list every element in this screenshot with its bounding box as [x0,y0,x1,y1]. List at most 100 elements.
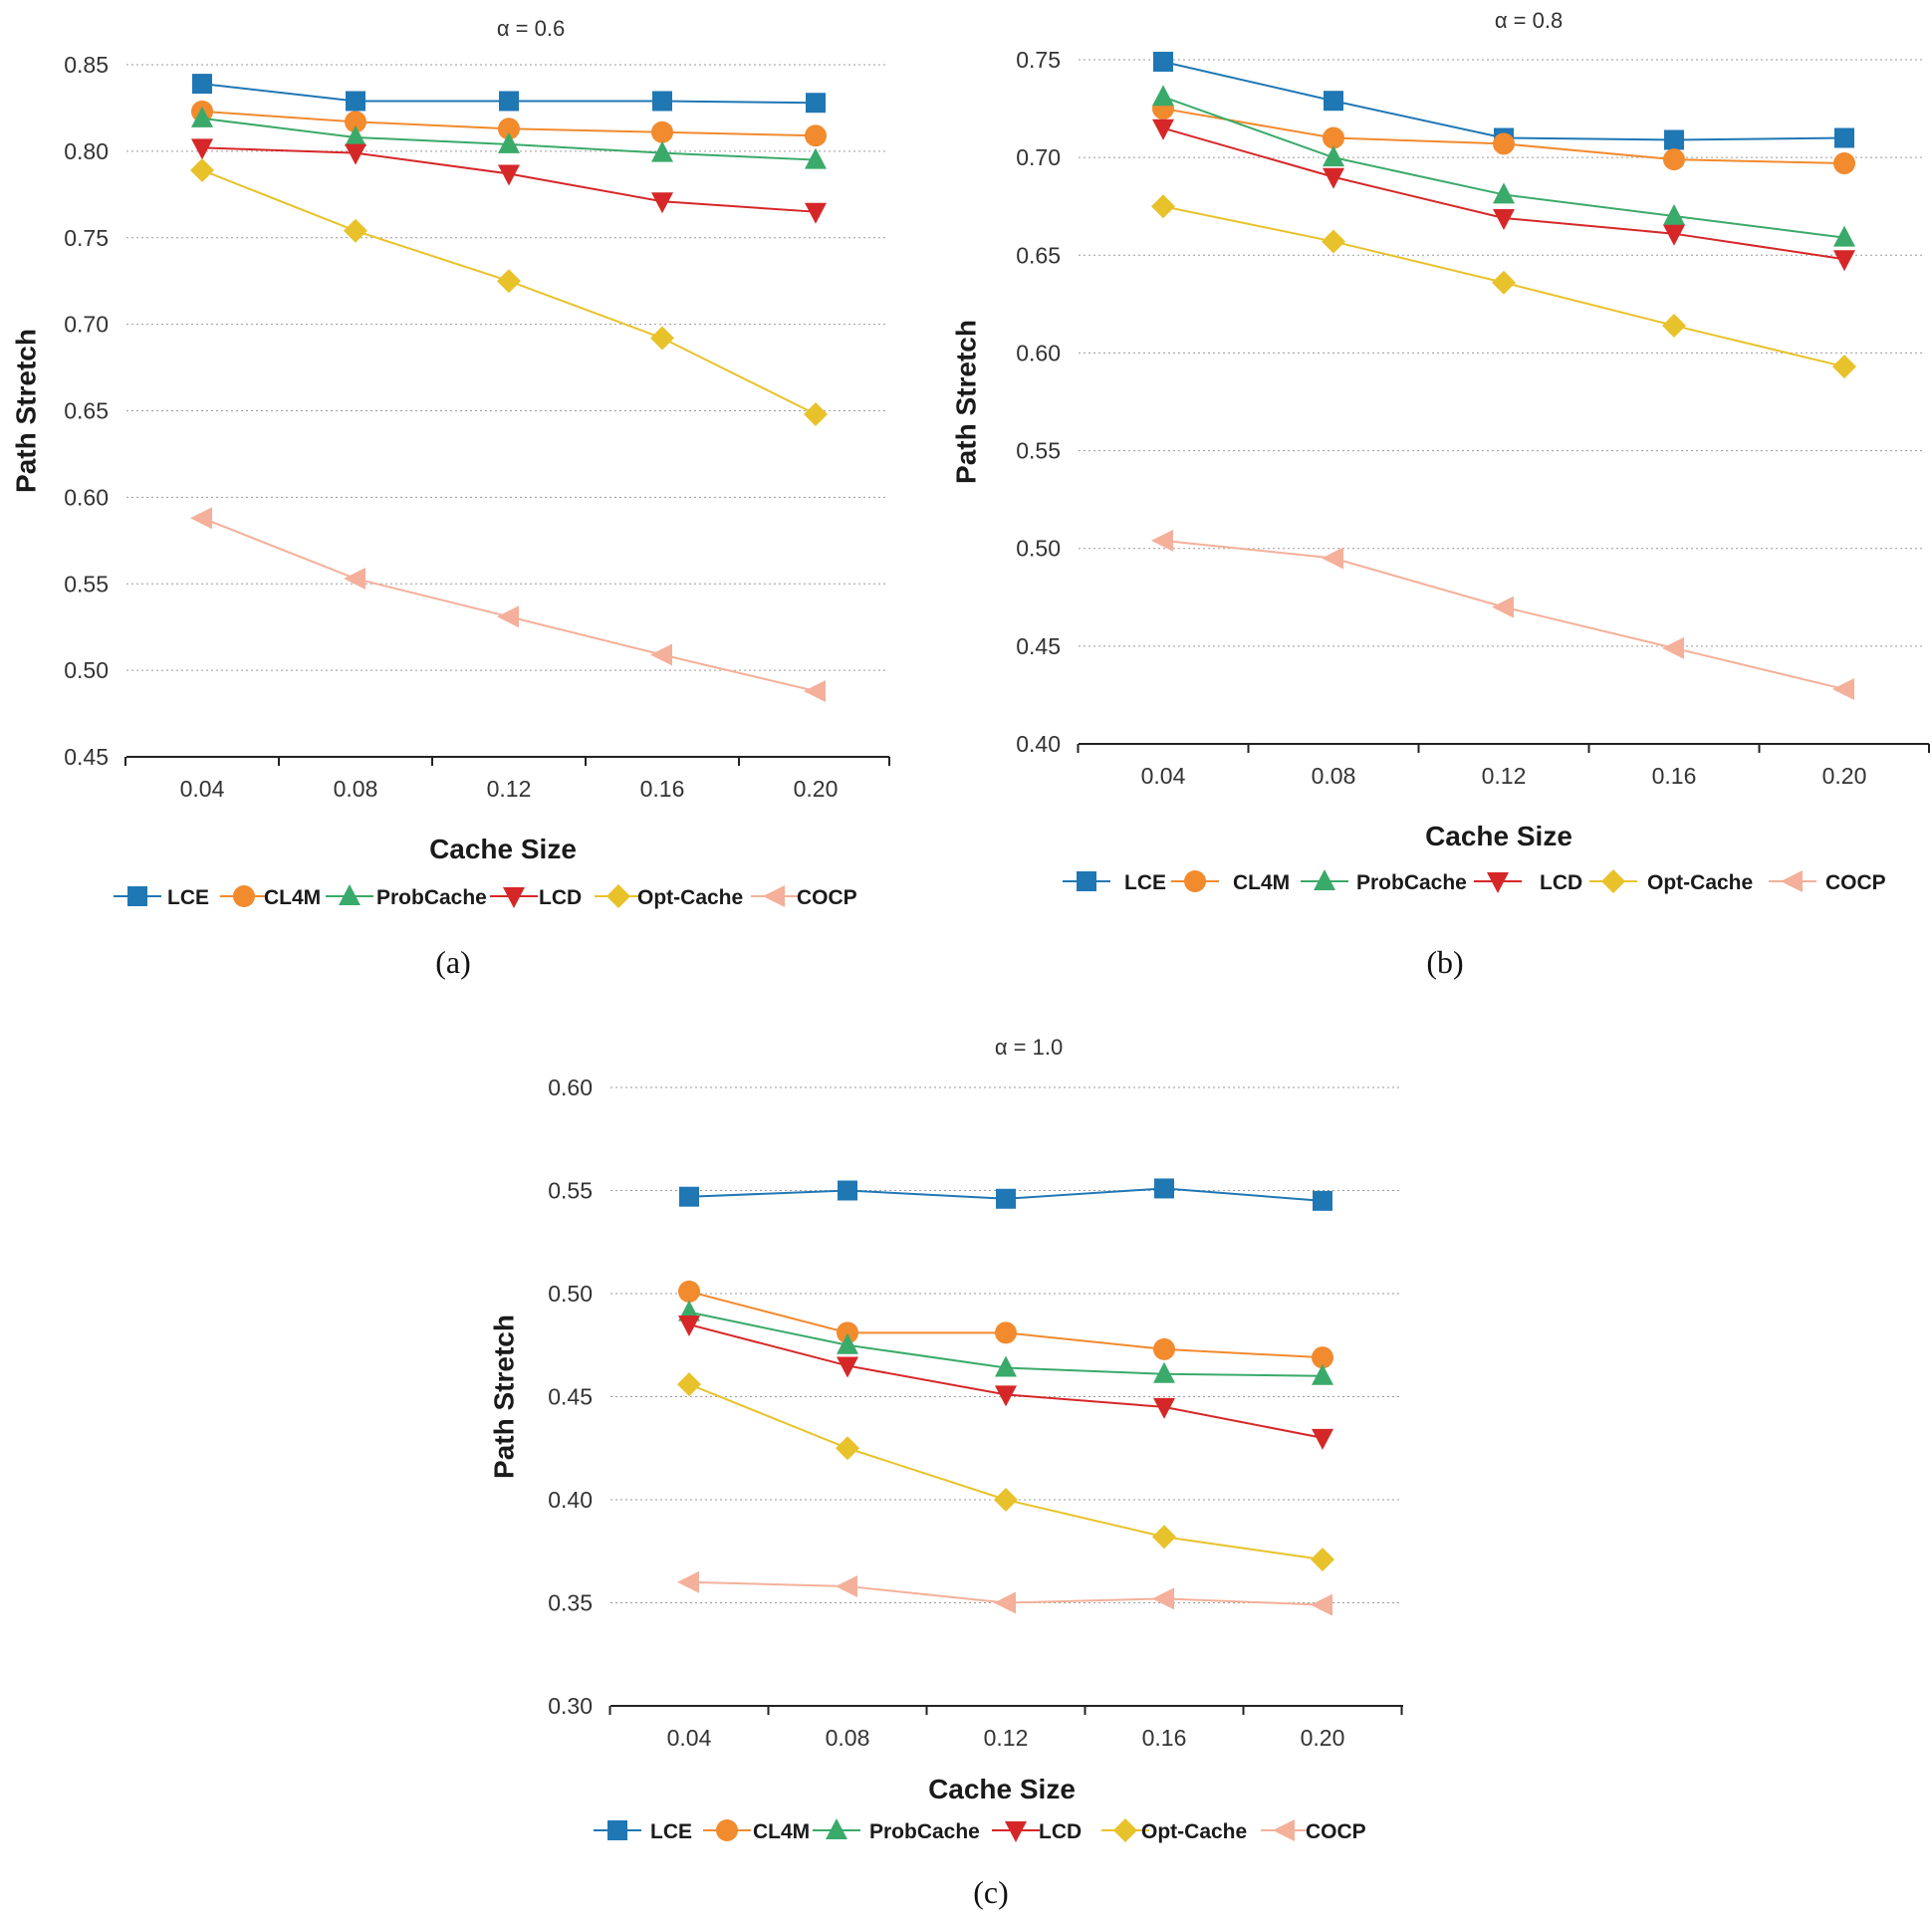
chart-alpha-0-6: 0.45 0.50 0.55 0.60 0.65 0.70 0.75 0.80 0.85 0.04… [10,16,890,980]
data-point-cl4m [1663,148,1685,171]
legend-label-lcd: LCD [1039,1820,1082,1843]
legend-marker-lcd [503,887,525,908]
legend-marker-opt-cache [1113,1818,1137,1842]
data-point-opt-cache [836,1436,859,1461]
legend-label-lce: LCE [650,1820,692,1843]
data-point-lce [346,91,365,112]
legend: LCE CL4M ProbCache LCD Opt-Cache COCP [114,884,857,909]
data-point-probcache [1323,145,1344,167]
x-tick-label: 0.16 [1652,763,1697,789]
data-point-cl4m [1323,126,1344,149]
chart-title: α = 0.8 [1495,8,1563,33]
x-tick-label: 0.08 [826,1725,870,1751]
chart-caption: (a) [435,944,471,980]
y-tick-label: 0.50 [1016,536,1061,562]
data-point-cl4m [678,1280,700,1303]
data-point-cl4m [837,1321,858,1344]
data-point-opt-cache [1492,270,1516,295]
x-tick-label: 0.12 [487,776,532,802]
data-point-lcd [1153,1397,1175,1419]
data-point-lce [192,74,212,95]
data-point-opt-cache [497,269,521,294]
data-point-opt-cache [1152,1525,1176,1550]
y-tick-label: 0.85 [64,52,109,78]
y-tick-label: 0.75 [1016,47,1061,73]
x-tick-label: 0.04 [667,1725,712,1751]
data-point-probcache [651,140,673,162]
y-tick-label: 0.60 [64,484,109,510]
legend-label-probcache: ProbCache [376,886,487,909]
data-point-cl4m [1833,152,1855,175]
chart-caption: (b) [1426,944,1463,980]
data-point-cocp [497,605,519,628]
data-point-opt-cache [1322,229,1345,254]
data-point-lcd [678,1316,700,1337]
x-tick-label: 0.08 [334,776,378,802]
x-tick-label: 0.04 [180,776,225,802]
data-point-cl4m [1312,1346,1333,1369]
legend-marker-cl4m [233,885,255,907]
data-point-lce [499,91,519,112]
y-tick-label: 0.80 [64,138,109,164]
y-axis-title: Path Stretch [10,329,41,493]
legend-marker-opt-cache [606,884,630,908]
x-axis-title: Cache Size [1425,821,1572,851]
chart-title: α = 0.6 [497,16,565,41]
legend: LCE CL4M ProbCache LCD Opt-Cache COCP [1063,869,1886,894]
x-tick-label: 0.20 [1822,763,1867,789]
y-tick-label: 0.65 [64,398,109,424]
data-point-lce [1154,1178,1174,1199]
data-point-opt-cache [650,326,674,351]
data-point-lcd [1663,224,1685,246]
y-tick-label: 0.70 [64,312,109,338]
legend-label-cl4m: CL4M [264,886,321,909]
data-point-lce [652,91,672,112]
legend-label-probcache: ProbCache [869,1820,980,1843]
legend-marker-probcache [826,1818,847,1839]
data-point-cocp [1662,636,1684,659]
data-point-opt-cache [1662,313,1686,338]
data-point-lce [1664,129,1684,150]
x-tick-label: 0.08 [1312,763,1356,789]
data-point-cocp [1151,529,1173,552]
data-point-lcd [1493,208,1515,230]
data-point-cl4m [498,118,520,140]
data-point-lce [806,93,826,114]
y-tick-label: 0.50 [548,1281,593,1307]
data-point-lce [679,1186,699,1207]
data-point-lce [1834,127,1854,148]
y-tick-label: 0.55 [64,571,109,597]
data-point-cl4m [1153,1337,1175,1360]
y-tick-label: 0.55 [548,1178,593,1204]
data-point-probcache [1493,182,1515,204]
legend-marker-lce [127,886,147,906]
data-point-probcache [805,147,827,169]
data-point-probcache [1152,85,1174,107]
data-point-cocp [994,1591,1016,1614]
y-tick-label: 0.75 [64,225,109,251]
y-tick-label: 0.40 [548,1487,593,1513]
legend-marker-lcd [1005,1821,1027,1842]
y-tick-label: 0.50 [64,657,109,683]
data-point-lcd [1312,1428,1333,1450]
data-point-lce [996,1188,1016,1209]
legend-label-lce: LCE [1124,871,1166,894]
chart-alpha-1-0: 0.30 0.35 0.40 0.45 0.50 0.55 0.60 0.04 0.08 0.12… [488,1035,1403,1910]
legend-label-lcd: LCD [1540,871,1582,894]
x-tick-label: 0.16 [1142,1725,1187,1751]
data-point-lcd [1323,167,1344,189]
legend-marker-lcd [1487,872,1509,893]
data-point-opt-cache [804,401,828,426]
data-point-cocp [836,1574,857,1597]
data-point-cocp [677,1570,699,1593]
legend-marker-cocp [1781,870,1803,892]
data-point-probcache [1312,1363,1333,1385]
legend-marker-probcache [1314,869,1335,890]
y-tick-label: 0.55 [1016,438,1061,464]
y-tick-label: 0.35 [548,1590,593,1616]
legend-label-cl4m: CL4M [1233,871,1290,894]
data-point-lcd [191,138,213,160]
data-point-opt-cache [190,157,214,182]
legend-marker-lce [607,1820,627,1840]
data-point-cocp [1311,1593,1332,1616]
